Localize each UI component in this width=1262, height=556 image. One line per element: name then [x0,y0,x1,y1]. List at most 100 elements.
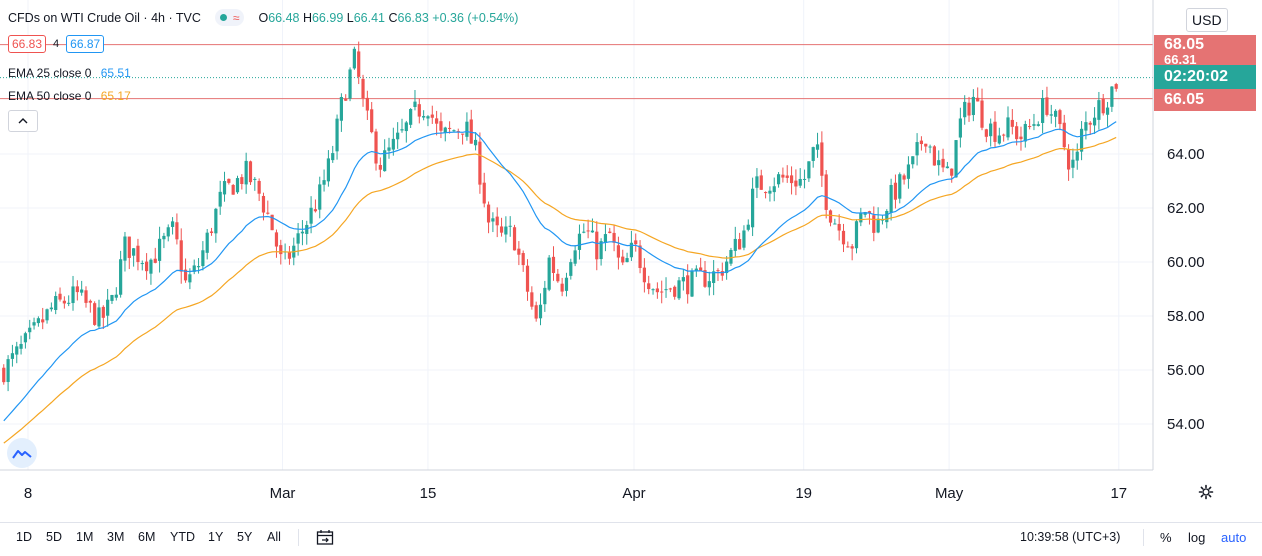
candle-body [1105,107,1110,115]
candle-body [1114,84,1118,89]
candle-body [586,230,590,232]
candle-body [945,166,949,169]
candle-body [162,235,166,240]
candle-body [898,174,902,199]
currency-button[interactable]: USD [1186,8,1228,32]
candle-body [322,180,326,185]
candle-body [504,226,508,235]
chart-wave-icon [12,450,32,459]
candle-body [387,147,391,151]
timeframe-all[interactable]: All [267,530,281,544]
candle-body [660,291,664,293]
ema50-line[interactable] [3,136,1117,444]
candle-body [313,209,318,212]
candle-body [716,270,720,272]
high-value: 66.99 [311,10,344,25]
candle-body [815,144,820,150]
candle-body [725,261,729,274]
candle-body [551,256,556,273]
candle-body [893,182,898,200]
candle-body [348,69,352,99]
candle-body [106,299,110,316]
candle-body [811,147,815,161]
timeframe-1m[interactable]: 1M [76,530,94,544]
candle-body [409,109,413,125]
candle-body [58,293,62,300]
market-status-pill[interactable]: ≈ [214,9,245,26]
candle-body [543,287,547,305]
auto-toggle[interactable]: auto [1221,530,1247,545]
candle-body [807,161,811,179]
candle-body [759,175,763,190]
timeframe-5y[interactable]: 5Y [237,530,253,544]
candle-body [820,142,824,176]
candle-body [1041,97,1045,123]
log-toggle[interactable]: log [1188,530,1206,545]
x-tick-label: 15 [420,485,437,502]
timeframe-5d[interactable]: 5D [46,530,62,544]
candle-body [1049,114,1053,116]
percent-toggle[interactable]: % [1160,530,1172,545]
candle-body [967,102,971,116]
candle-body [889,184,893,213]
chart-legend: CFDs on WTI Crude Oil · 4h · TVC ≈ O 66.4… [8,9,518,26]
candle-body [244,160,248,185]
candle-body [738,239,742,250]
candle-body [296,233,300,244]
candle-body [218,191,222,207]
candle-body [599,241,603,260]
timeframe-6m[interactable]: 6M [138,530,156,544]
sell-price-button[interactable]: 66.83 [8,35,47,53]
ema25-line[interactable] [3,121,1117,422]
candle-body [300,231,305,234]
gear-icon[interactable] [1198,484,1214,505]
candle-body [240,177,244,184]
candle-body [192,265,196,272]
candle-body [110,294,114,301]
y-tick-label: 58.00 [1167,308,1205,325]
clock-timezone[interactable]: 10:39:58 (UTC+3) [1020,530,1121,544]
candle-body [235,178,240,193]
timeframe-ytd[interactable]: YTD [170,530,195,544]
candle-body [755,176,759,188]
candle-body [166,227,170,237]
tradingview-logo-icon[interactable] [7,438,37,468]
candle-body [1032,124,1036,126]
candle-body [335,118,339,152]
candle-body [776,174,781,185]
candle-body [937,160,941,166]
candle-body [443,127,447,133]
y-tick-label: 62.00 [1167,200,1205,217]
candle-body [720,271,724,276]
ema50-legend[interactable]: EMA 50 close 0 65.17 [8,89,131,103]
candle-body [824,174,828,210]
collapse-legend-button[interactable] [8,110,38,132]
candle-body [36,318,40,324]
candle-body [906,164,911,179]
candle-body [101,306,105,318]
price-tag-hidden: 66.31 [1154,55,1256,65]
candle-body [997,135,1001,144]
candle-body [707,281,711,288]
buy-price-button[interactable]: 66.87 [66,35,105,53]
candle-body [772,186,776,193]
toolbar-separator-2 [1143,529,1144,546]
candle-body [673,286,677,297]
timeframe-3m[interactable]: 3M [107,530,125,544]
candle-body [473,139,478,146]
ema25-legend[interactable]: EMA 25 close 0 65.51 [8,66,131,80]
candle-body [1010,119,1014,127]
timeframe-1d[interactable]: 1D [16,530,32,544]
symbol-title[interactable]: CFDs on WTI Crude Oil · 4h · TVC [8,10,201,25]
candle-body [915,142,919,156]
timeframe-1y[interactable]: 1Y [208,530,224,544]
x-tick-label: Apr [622,485,645,502]
candle-body [309,207,313,224]
candle-body [612,232,616,243]
change-value: +0.36 (+0.54%) [432,10,519,25]
candle-body [564,277,569,291]
spread-value: 4 [53,38,60,50]
candle-body [383,150,387,172]
calendar-range-icon[interactable] [316,529,334,551]
